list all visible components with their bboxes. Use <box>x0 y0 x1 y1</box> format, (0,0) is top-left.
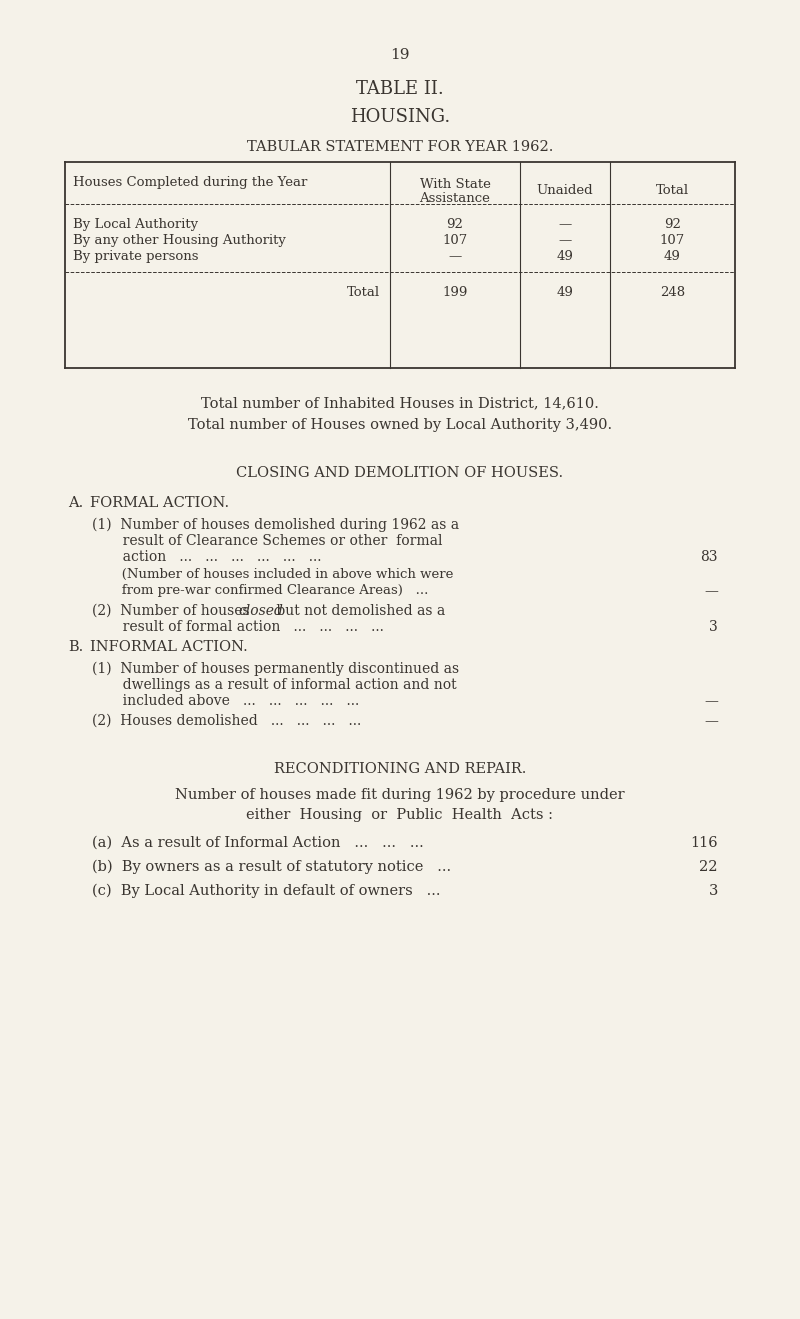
Text: closed: closed <box>238 604 283 619</box>
Text: (2)  Number of houses: (2) Number of houses <box>92 604 254 619</box>
Text: With State: With State <box>419 178 490 191</box>
Text: (1)  Number of houses permanently discontinued as: (1) Number of houses permanently discont… <box>92 662 459 677</box>
Text: A.: A. <box>68 496 83 510</box>
Text: (a)  As a result of Informal Action   ...   ...   ...: (a) As a result of Informal Action ... .… <box>92 836 424 849</box>
Text: —: — <box>704 584 718 598</box>
Text: 83: 83 <box>701 550 718 565</box>
Text: —: — <box>558 233 572 247</box>
Text: result of Clearance Schemes or other  formal: result of Clearance Schemes or other for… <box>92 534 442 547</box>
Text: —: — <box>704 694 718 708</box>
Text: 92: 92 <box>446 218 463 231</box>
Text: By Local Authority: By Local Authority <box>73 218 198 231</box>
Text: Total: Total <box>656 183 689 197</box>
Text: Total number of Inhabited Houses in District, 14,610.: Total number of Inhabited Houses in Dist… <box>201 396 599 410</box>
Text: (Number of houses included in above which were: (Number of houses included in above whic… <box>92 568 454 580</box>
Text: 92: 92 <box>664 218 681 231</box>
Text: 19: 19 <box>390 47 410 62</box>
Text: HOUSING.: HOUSING. <box>350 108 450 127</box>
Text: result of formal action   ...   ...   ...   ...: result of formal action ... ... ... ... <box>92 620 384 634</box>
Text: CLOSING AND DEMOLITION OF HOUSES.: CLOSING AND DEMOLITION OF HOUSES. <box>237 466 563 480</box>
Text: —: — <box>558 218 572 231</box>
Text: 3: 3 <box>710 620 718 634</box>
Text: 3: 3 <box>709 884 718 898</box>
Text: —: — <box>704 714 718 728</box>
Text: from pre-war confirmed Clearance Areas)   ...: from pre-war confirmed Clearance Areas) … <box>92 584 428 598</box>
Text: dwellings as a result of informal action and not: dwellings as a result of informal action… <box>92 678 457 692</box>
Text: but not demolished as a: but not demolished as a <box>272 604 446 619</box>
Text: Assistance: Assistance <box>419 193 490 204</box>
Text: Number of houses made fit during 1962 by procedure under: Number of houses made fit during 1962 by… <box>175 787 625 802</box>
Text: 22: 22 <box>699 860 718 874</box>
Text: either  Housing  or  Public  Health  Acts :: either Housing or Public Health Acts : <box>246 809 554 822</box>
Text: 199: 199 <box>442 286 468 299</box>
Text: Total number of Houses owned by Local Authority 3,490.: Total number of Houses owned by Local Au… <box>188 418 612 433</box>
Text: By private persons: By private persons <box>73 251 198 262</box>
Text: (c)  By Local Authority in default of owners   ...: (c) By Local Authority in default of own… <box>92 884 441 898</box>
Text: action   ...   ...   ...   ...   ...   ...: action ... ... ... ... ... ... <box>92 550 322 565</box>
Text: FORMAL ACTION.: FORMAL ACTION. <box>90 496 229 510</box>
Text: (b)  By owners as a result of statutory notice   ...: (b) By owners as a result of statutory n… <box>92 860 451 874</box>
Text: TABLE II.: TABLE II. <box>356 80 444 98</box>
Text: 49: 49 <box>557 251 574 262</box>
Text: TABULAR STATEMENT FOR YEAR 1962.: TABULAR STATEMENT FOR YEAR 1962. <box>247 140 553 154</box>
Text: (1)  Number of houses demolished during 1962 as a: (1) Number of houses demolished during 1… <box>92 518 459 533</box>
Text: 107: 107 <box>660 233 685 247</box>
Text: 49: 49 <box>664 251 681 262</box>
Text: 248: 248 <box>660 286 685 299</box>
Text: RECONDITIONING AND REPAIR.: RECONDITIONING AND REPAIR. <box>274 762 526 776</box>
Text: Unaided: Unaided <box>537 183 594 197</box>
Text: 49: 49 <box>557 286 574 299</box>
Text: 116: 116 <box>690 836 718 849</box>
Text: INFORMAL ACTION.: INFORMAL ACTION. <box>90 640 248 654</box>
Text: —: — <box>448 251 462 262</box>
Text: (2)  Houses demolished   ...   ...   ...   ...: (2) Houses demolished ... ... ... ... <box>92 714 362 728</box>
Text: 107: 107 <box>442 233 468 247</box>
Text: Total: Total <box>347 286 380 299</box>
Text: By any other Housing Authority: By any other Housing Authority <box>73 233 286 247</box>
Text: included above   ...   ...   ...   ...   ...: included above ... ... ... ... ... <box>92 694 359 708</box>
Text: Houses Completed during the Year: Houses Completed during the Year <box>73 175 307 189</box>
Text: B.: B. <box>68 640 83 654</box>
